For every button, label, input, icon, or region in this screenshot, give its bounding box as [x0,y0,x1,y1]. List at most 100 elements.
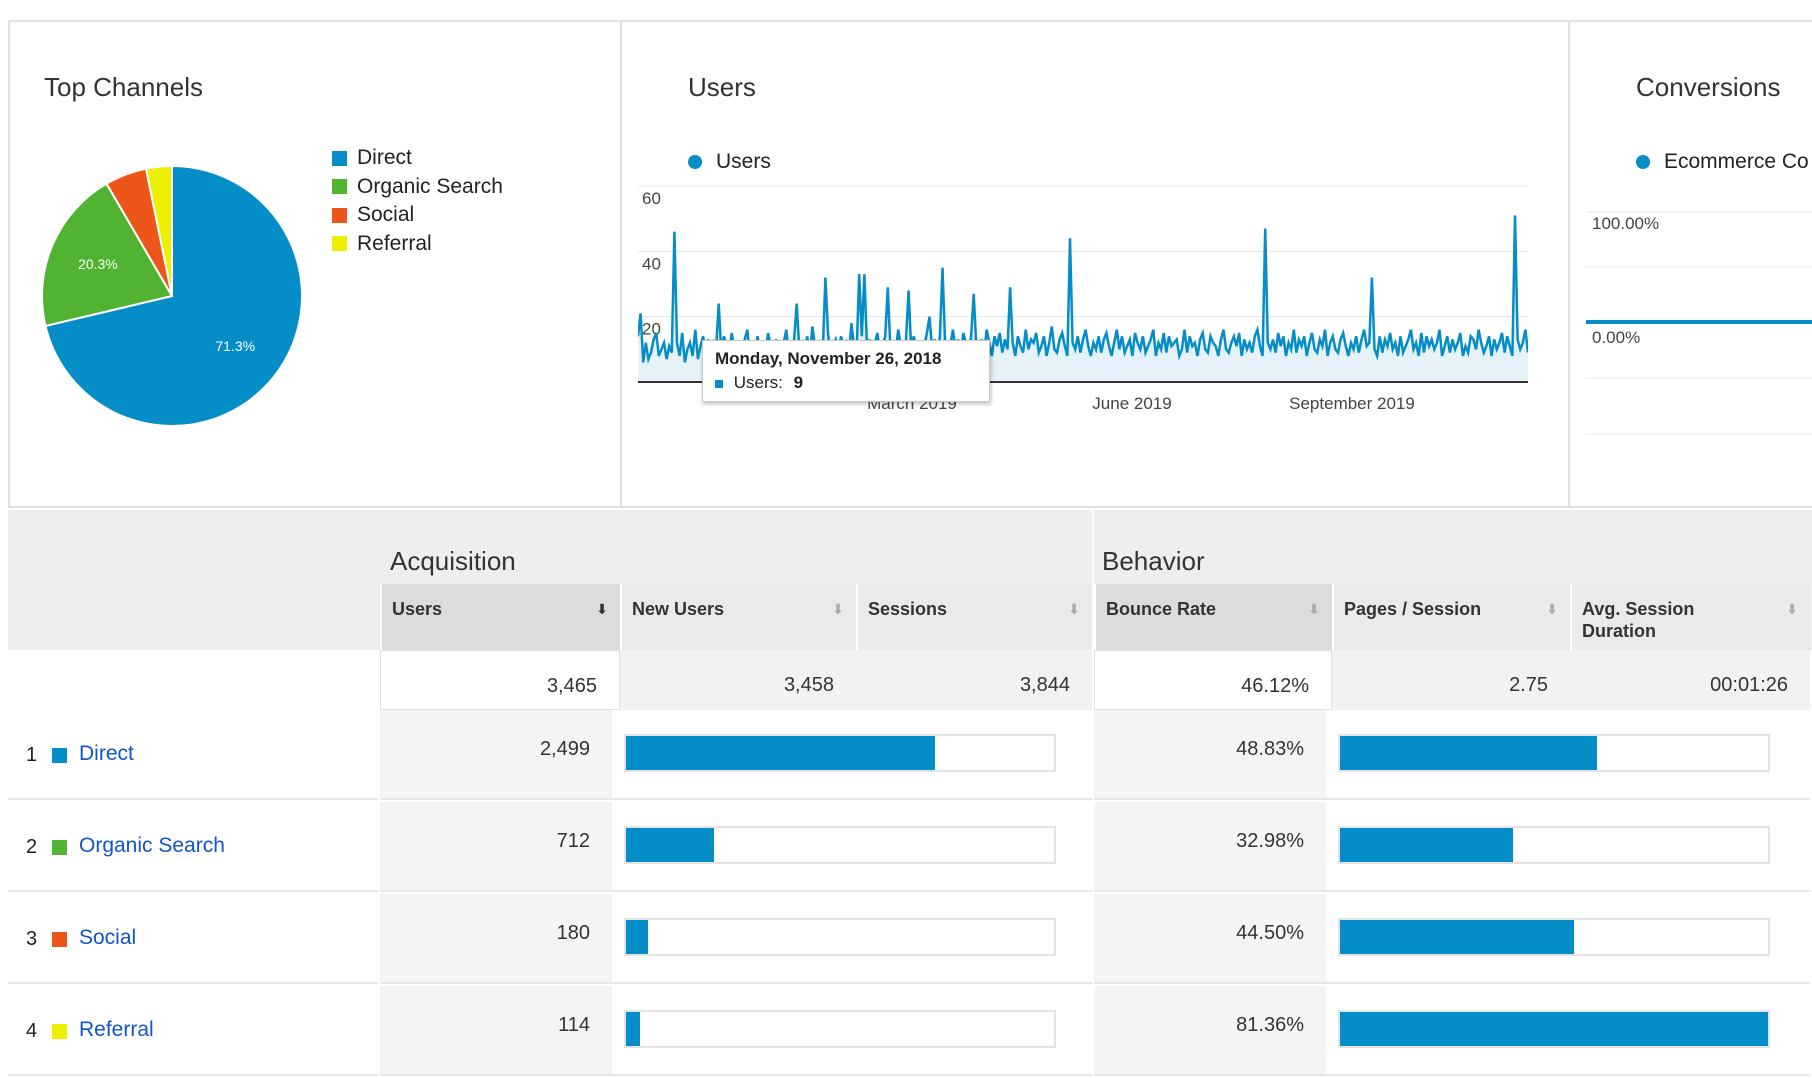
bounce-rate-value: 48.83% [1094,710,1326,800]
bounce-bar-track [1338,918,1770,956]
conversions-chart[interactable] [1586,192,1812,442]
bounce-bar-track [1338,734,1770,772]
series-dot-icon [688,155,702,169]
channel-link[interactable]: Direct [79,742,134,765]
tooltip-date: Monday, November 26, 2018 [715,349,942,368]
bounce-bar-cell [1326,894,1810,984]
col-bounce-rate-label: Bounce Rate [1106,599,1217,619]
legend-swatch-icon [332,236,347,251]
col-avg-session-duration-label: Avg. Session Duration [1582,599,1695,641]
row-label-cell: 3 Social [8,894,378,984]
channels-table: Acquisition Behavior Users ⬇ New Users ⬇… [8,510,1812,1076]
users-title: Users [688,72,756,102]
users-bar-cell [612,802,1092,892]
sort-down-icon[interactable]: ⬇ [596,601,608,617]
col-sessions-label: Sessions [868,599,948,619]
legend-swatch-icon [332,179,347,194]
channel-swatch-icon [52,932,67,947]
pie-slice-direct[interactable] [44,164,303,427]
legend-swatch-icon [332,207,347,223]
tooltip-value: 9 [793,373,804,392]
total-sessions: 3,844 [856,650,1092,710]
row-number: 3 [26,928,38,950]
col-avg-session-duration[interactable]: Avg. Session Duration ⬇ [1570,584,1810,650]
users-legend-label: Users [716,150,771,173]
tooltip-series-icon [715,379,723,388]
col-bounce-rate[interactable]: Bounce Rate ⬇ [1094,584,1332,650]
table-row: 3 Social 180 44.50% [8,894,1812,986]
channel-swatch-icon [52,1024,67,1039]
group-divider [1092,510,1094,650]
row-label-cell: 2 Organic Search [8,802,378,892]
behavior-group-title: Behavior [1102,546,1205,576]
users-bar-track [624,1010,1056,1048]
col-new-users[interactable]: New Users ⬇ [620,584,856,650]
conversions-legend-label: Ecommerce Co [1664,150,1809,173]
conversions-title: Conversions [1636,72,1781,102]
users-legend: Users [688,150,771,174]
y-tick-label: 40 [642,254,661,273]
col-users-label: Users [392,599,443,619]
bounce-bar-cell [1326,802,1810,892]
sort-down-icon[interactable]: ⬇ [832,601,844,617]
bounce-bar-fill [1340,828,1514,862]
total-avg-session-duration: 00:01:26 [1570,650,1810,710]
legend-label: Organic Search [357,174,503,198]
bounce-bar-track [1338,826,1770,864]
users-bar-track [624,826,1056,864]
users-bar-fill [626,920,649,954]
y-tick-label: 60 [642,189,661,208]
channel-link[interactable]: Social [79,926,137,949]
conv-y-tick-0: 0.00% [1592,328,1641,347]
legend-label: Direct [357,146,412,169]
top-channels-panel: Top Channels 71.3% 20.3% Direct Organic Se… [8,20,622,508]
row-number: 2 [26,836,38,858]
legend-swatch-icon [332,150,347,166]
sort-down-icon[interactable]: ⬇ [1068,601,1080,617]
series-dot-icon [1636,155,1650,169]
users-bar-fill [626,1012,641,1046]
users-value: 2,499 [380,710,612,800]
sort-down-icon[interactable]: ⬇ [1786,601,1798,617]
pie-slice-label: 71.3% [215,338,255,354]
row-label-cell: 4 Referral [8,986,378,1076]
bounce-bar-cell [1326,986,1810,1076]
col-new-users-label: New Users [632,599,725,619]
pie-slice-organic-search[interactable] [41,182,174,328]
users-series-line[interactable] [638,215,1528,364]
sort-down-icon[interactable]: ⬇ [1308,601,1320,617]
acquisition-group-title: Acquisition [390,546,516,576]
users-value: 114 [380,986,612,1076]
bounce-bar-fill [1340,1012,1768,1046]
channel-link[interactable]: Organic Search [79,834,225,857]
pie-slice-label: 20.3% [78,256,118,272]
table-row: 2 Organic Search 712 32.98% [8,802,1812,894]
users-value: 712 [380,802,612,892]
top-channels-pie-chart[interactable]: 71.3% 20.3% [38,162,306,430]
col-users[interactable]: Users ⬇ [380,584,620,650]
channel-link[interactable]: Referral [79,1018,154,1041]
legend-label: Social [357,203,415,226]
legend-item-direct[interactable]: Direct [332,146,412,170]
channel-swatch-icon [52,748,67,763]
tooltip-metric: Users: [733,373,783,392]
conversions-panel: Conversions Ecommerce Co 100.00% 0.00% [1568,20,1812,508]
legend-item-referral[interactable]: Referral [332,232,432,256]
pie-slice-referral[interactable] [144,164,173,297]
users-bar-fill [626,736,935,770]
row-number: 4 [26,1020,38,1042]
bounce-rate-value: 44.50% [1094,894,1326,984]
total-bounce-rate: 46.12% [1094,650,1332,710]
conv-y-tick-100: 100.00% [1592,214,1660,233]
legend-item-organic-search[interactable]: Organic Search [332,175,503,199]
bounce-bar-fill [1340,920,1575,954]
x-tick-label: June 2019 [1092,394,1171,413]
bounce-rate-value: 32.98% [1094,802,1326,892]
col-sessions[interactable]: Sessions ⬇ [856,584,1092,650]
sort-down-icon[interactable]: ⬇ [1546,601,1558,617]
users-bar-fill [626,828,715,862]
legend-item-social[interactable]: Social [332,203,414,227]
col-pages-session[interactable]: Pages / Session ⬇ [1332,584,1570,650]
conversions-legend: Ecommerce Co [1636,150,1809,174]
